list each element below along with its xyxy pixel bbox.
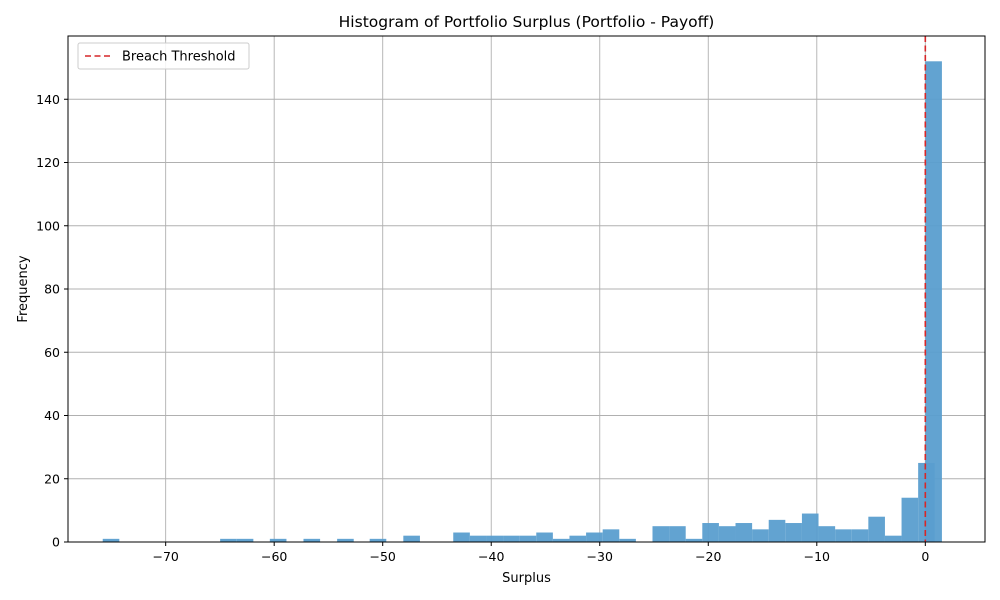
histogram-bar	[569, 535, 587, 542]
y-tick-label: 0	[52, 535, 60, 550]
histogram-bar	[735, 523, 753, 542]
histogram-bar	[369, 538, 387, 542]
histogram-bar	[619, 538, 636, 542]
x-tick-label: −50	[370, 549, 396, 564]
chart-title: Histogram of Portfolio Surplus (Portfoli…	[339, 13, 715, 31]
y-tick-label: 120	[36, 155, 60, 170]
histogram-bar	[220, 538, 237, 542]
y-tick-label: 140	[36, 92, 60, 107]
histogram-bar	[785, 523, 802, 542]
histogram-bar	[602, 529, 620, 542]
histogram-bar	[519, 535, 537, 542]
y-tick-label: 40	[44, 408, 60, 423]
histogram-bar	[835, 529, 852, 542]
histogram-bar	[818, 526, 836, 542]
histogram-bar	[851, 529, 869, 542]
grid-lines	[68, 36, 985, 543]
x-tick-label: −30	[587, 549, 613, 564]
legend-label-threshold: Breach Threshold	[122, 50, 236, 65]
histogram-bar	[652, 526, 670, 542]
histogram-bar	[303, 538, 321, 542]
histogram-bar	[552, 538, 570, 542]
histogram-bar	[469, 535, 487, 542]
x-tick-label: −60	[261, 549, 287, 564]
histogram-bar	[884, 535, 902, 542]
x-tick-label: −40	[478, 549, 504, 564]
histogram-bar	[503, 535, 520, 542]
x-axis-ticks: −70 −60 −50 −40 −30 −20 −10 0	[152, 542, 929, 564]
y-axis-label: Frequency	[16, 255, 31, 322]
histogram-bar	[925, 61, 942, 543]
y-axis-ticks: 0 20 40 60 80 100 120 140	[36, 92, 68, 550]
y-tick-label: 20	[44, 471, 60, 486]
histogram-bar	[801, 513, 819, 542]
legend: Breach Threshold	[77, 42, 250, 70]
histogram-bar	[669, 526, 686, 542]
histogram-bar	[403, 535, 420, 542]
histogram-bar	[685, 538, 703, 542]
histogram-bar	[702, 523, 719, 542]
legend-box	[77, 42, 250, 70]
x-tick-label: 0	[921, 549, 929, 564]
histogram-bar	[337, 538, 354, 542]
histogram-bar	[718, 526, 736, 542]
histogram-bar	[269, 538, 287, 542]
histogram-bar	[586, 532, 603, 542]
histogram-bar	[901, 497, 919, 542]
histogram-bar	[768, 519, 786, 542]
x-tick-label: −10	[804, 549, 830, 564]
x-axis-label: Surplus	[502, 571, 551, 586]
y-tick-label: 60	[44, 345, 60, 360]
histogram-bar	[536, 532, 553, 542]
histogram-bar	[868, 516, 885, 542]
histogram-bars	[102, 61, 942, 543]
histogram-bar	[102, 538, 120, 542]
y-tick-label: 80	[44, 282, 60, 297]
histogram-bar	[486, 535, 504, 542]
x-tick-label: −70	[152, 549, 178, 564]
x-tick-label: −20	[695, 549, 721, 564]
histogram-bar	[752, 529, 769, 542]
y-tick-label: 100	[36, 218, 60, 233]
histogram-bar	[453, 532, 470, 542]
histogram-bar	[236, 538, 254, 542]
